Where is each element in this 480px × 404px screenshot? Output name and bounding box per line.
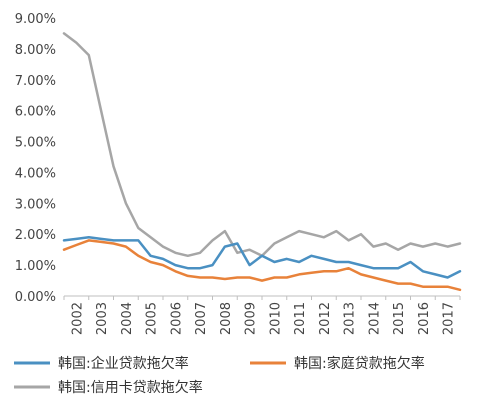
y-tick-label: 0.00%: [15, 290, 56, 305]
x-tick-label: 2009: [244, 302, 259, 335]
series-lines: [62, 32, 462, 292]
x-tick-label: 2013: [343, 302, 358, 335]
legend-label-0: 韩国:企业贷款拖欠率: [58, 355, 189, 372]
x-tick-label: 2011: [293, 302, 308, 335]
x-tick-label: 2012: [318, 302, 333, 335]
y-tick-label: 8.00%: [15, 43, 56, 58]
x-tick-label: 2010: [268, 302, 283, 335]
x-tick-label: 2017: [442, 302, 457, 335]
y-tick-label: 5.00%: [15, 136, 56, 151]
y-tick-label: 9.00%: [15, 12, 56, 27]
x-tick-label: 2004: [120, 302, 135, 335]
series-line-0: [62, 236, 462, 279]
series-line-1: [62, 239, 462, 292]
x-tick-label: 2014: [367, 302, 382, 335]
x-tick-label: 2003: [95, 302, 110, 335]
legend-label-2: 韩国:信用卡贷款拖欠率: [58, 379, 203, 396]
y-tick-label: 4.00%: [15, 166, 56, 181]
y-tick-label: 7.00%: [15, 74, 56, 89]
x-axis-ticks: 2002 2003 2004 2005 2006 2007 2008 2009 2010 2011…: [63, 296, 461, 335]
y-tick-label: 6.00%: [15, 105, 56, 120]
y-tick-label: 3.00%: [15, 197, 56, 212]
x-tick-label: 2016: [417, 302, 432, 335]
x-tick-label: 2005: [145, 302, 160, 335]
x-tick-label: 2015: [392, 302, 407, 335]
x-tick-label: 2002: [70, 302, 85, 335]
series-line-2: [62, 32, 462, 258]
y-tick-label: 1.00%: [15, 259, 56, 274]
y-tick-label: 2.00%: [15, 228, 56, 243]
x-tick-label: 2007: [194, 302, 209, 335]
x-tick-label: 2008: [219, 302, 234, 335]
legend-label-1: 韩国:家庭贷款拖欠率: [294, 355, 425, 372]
y-axis-ticks: 0.00% 1.00% 2.00% 3.00% 4.00% 5.00% 6.00% 7.00%…: [15, 12, 56, 305]
x-tick-label: 2006: [169, 302, 184, 335]
